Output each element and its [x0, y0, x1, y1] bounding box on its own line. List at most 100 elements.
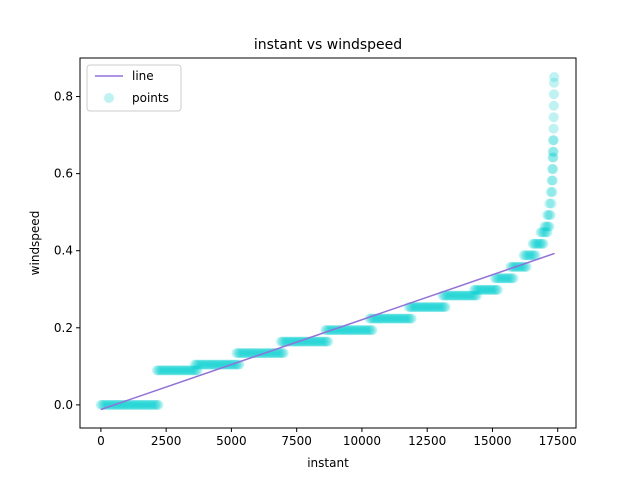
data-point — [418, 302, 429, 313]
data-point — [503, 273, 514, 284]
data-point — [207, 359, 218, 370]
data-point — [537, 227, 548, 238]
data-point — [487, 284, 498, 295]
data-point — [463, 290, 474, 301]
data-point — [196, 359, 207, 370]
data-point — [545, 187, 556, 198]
data-point — [351, 325, 362, 336]
data-point — [508, 273, 519, 284]
data-point — [314, 336, 325, 347]
data-point — [547, 175, 558, 186]
data-point — [135, 399, 146, 410]
data-point — [440, 302, 451, 313]
data-point — [197, 359, 208, 370]
x-tick-label: 15000 — [473, 434, 511, 448]
data-point — [529, 238, 540, 249]
data-point — [360, 325, 371, 336]
data-point — [143, 399, 154, 410]
data-point — [138, 399, 149, 410]
data-point — [193, 359, 204, 370]
x-axis-ticks: 0 2500 5000 7500 10000 12500 15000 17500 — [97, 428, 577, 448]
data-point — [168, 365, 179, 376]
data-point — [481, 284, 492, 295]
data-point — [357, 325, 368, 336]
data-point — [471, 290, 482, 301]
data-point — [429, 302, 440, 313]
data-point — [181, 365, 192, 376]
data-point — [171, 365, 182, 376]
data-point — [541, 221, 552, 232]
data-point — [279, 336, 290, 347]
data-point — [244, 348, 255, 359]
data-point — [343, 325, 354, 336]
data-point — [310, 336, 321, 347]
data-point — [421, 302, 432, 313]
data-point — [525, 250, 536, 261]
data-point — [522, 250, 533, 261]
y-tick-label: 0.6 — [54, 167, 73, 181]
data-point — [535, 238, 546, 249]
data-point — [547, 146, 558, 157]
data-point — [390, 313, 401, 324]
data-point — [426, 302, 437, 313]
legend-label-points: points — [132, 91, 169, 105]
data-point — [272, 348, 283, 359]
data-point — [548, 112, 559, 123]
data-point — [155, 365, 166, 376]
data-point — [164, 365, 175, 376]
data-point — [187, 365, 198, 376]
data-point — [480, 284, 491, 295]
data-point — [137, 399, 148, 410]
data-point — [468, 290, 479, 301]
data-point — [473, 284, 484, 295]
data-point — [422, 302, 433, 313]
data-point — [528, 250, 539, 261]
x-tick-label: 7500 — [281, 434, 312, 448]
data-point — [308, 336, 319, 347]
legend-points-swatch — [104, 93, 114, 103]
data-point — [374, 313, 385, 324]
data-point — [152, 365, 163, 376]
data-point — [382, 313, 393, 324]
data-point — [236, 348, 247, 359]
data-point — [548, 164, 559, 175]
data-point — [542, 210, 553, 221]
data-point — [546, 198, 557, 209]
data-point — [173, 365, 184, 376]
data-point — [367, 325, 378, 336]
data-point — [126, 399, 137, 410]
data-point — [523, 250, 534, 261]
data-point — [387, 313, 398, 324]
data-point — [277, 348, 287, 359]
data-point — [539, 221, 550, 232]
data-point — [396, 313, 407, 324]
data-point — [547, 187, 558, 198]
regression-line — [100, 252, 555, 411]
data-point — [134, 399, 145, 410]
data-point — [184, 365, 195, 376]
data-point — [323, 336, 333, 347]
data-point — [121, 399, 132, 410]
data-point — [458, 290, 469, 301]
legend: line points — [86, 64, 182, 112]
data-point — [496, 273, 507, 284]
data-point — [150, 399, 161, 410]
data-point — [532, 238, 543, 249]
data-point — [145, 399, 156, 410]
data-point — [179, 365, 190, 376]
data-point — [403, 313, 414, 324]
data-point — [549, 77, 560, 88]
data-point — [273, 348, 284, 359]
data-point — [129, 399, 140, 410]
data-point — [186, 365, 196, 376]
data-point — [347, 325, 358, 336]
axes-frame — [79, 57, 577, 429]
data-point — [377, 313, 388, 324]
data-point — [189, 359, 200, 370]
data-point — [199, 359, 210, 370]
chart-title: instant vs windspeed — [254, 37, 402, 53]
data-point — [280, 336, 291, 347]
data-point — [543, 210, 554, 221]
data-point — [156, 365, 167, 376]
data-point — [148, 399, 159, 410]
